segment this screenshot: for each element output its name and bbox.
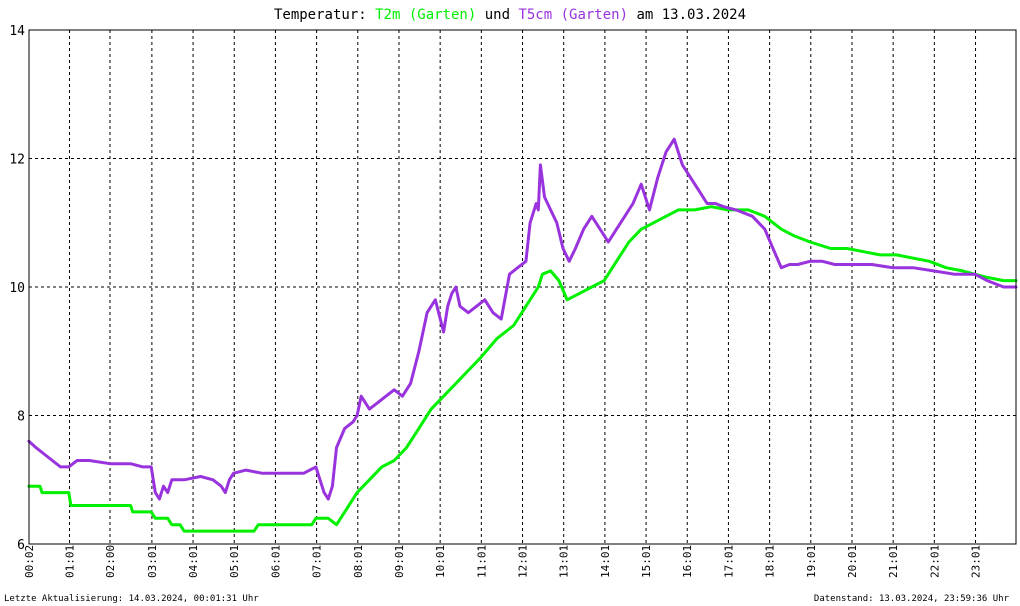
x-tick-label: 06:01 — [269, 545, 282, 578]
x-tick-label: 19:01 — [805, 545, 818, 578]
x-tick-label: 01:01 — [64, 545, 77, 578]
x-tick-label: 04:01 — [187, 545, 200, 578]
x-tick-label: 05:01 — [228, 545, 241, 578]
x-tick-label: 20:01 — [846, 545, 859, 578]
x-tick-label: 15:01 — [640, 545, 653, 578]
x-tick-label: 22:01 — [928, 545, 941, 578]
x-tick-label: 12:01 — [517, 545, 530, 578]
title-series-t5cm: T5cm (Garten) — [518, 7, 628, 23]
x-tick-label: 10:01 — [434, 545, 447, 578]
x-tick-label: 18:01 — [764, 545, 777, 578]
x-tick-label: 02:00 — [104, 545, 117, 578]
grid-lines — [28, 29, 1016, 545]
title-series-t2m: T2m (Garten) — [375, 7, 476, 23]
x-tick-label: 00:02 — [23, 545, 36, 578]
series-line-t2m — [27, 205, 1018, 533]
x-tick-label: 08:01 — [352, 545, 365, 578]
x-tick-label: 13:01 — [558, 545, 571, 578]
x-tick-label: 11:01 — [475, 545, 488, 578]
footer-last-update: Letzte Aktualisierung: 14.03.2024, 00:01… — [4, 594, 259, 604]
series-layer — [27, 137, 1018, 533]
y-tick-label: 10 — [9, 281, 25, 296]
series-line-t5cm — [27, 137, 1018, 501]
y-tick-label: 14 — [9, 24, 25, 39]
y-tick-label: 6 — [17, 538, 25, 553]
x-tick-label: 09:01 — [393, 545, 406, 578]
x-tick-label: 23:01 — [970, 545, 983, 578]
x-tick-label: 07:01 — [311, 545, 324, 578]
x-tick-label: 21:01 — [887, 545, 900, 578]
x-axis-ticks: 00:02 01:01 02:00 03:01 04:01 05:01 06:01 07:01… — [23, 545, 983, 578]
x-tick-label: 03:01 — [146, 545, 159, 578]
footer-data-status: Datenstand: 13.03.2024, 23:59:36 Uhr — [814, 594, 1010, 604]
y-tick-label: 8 — [17, 410, 25, 425]
y-tick-label: 12 — [9, 153, 25, 168]
title-prefix: Temperatur: — [274, 7, 375, 23]
x-tick-label: 17:01 — [722, 545, 735, 578]
x-tick-label: 16:01 — [681, 545, 694, 578]
title-suffix: am 13.03.2024 — [628, 7, 746, 23]
title-middle: und — [476, 7, 518, 23]
chart-title: Temperatur: T2m (Garten) und T5cm (Garte… — [274, 7, 746, 23]
plot-border — [28, 29, 1017, 545]
x-tick-label: 14:01 — [599, 545, 612, 578]
y-axis-ticks: 6 8 10 12 14 — [9, 24, 25, 553]
